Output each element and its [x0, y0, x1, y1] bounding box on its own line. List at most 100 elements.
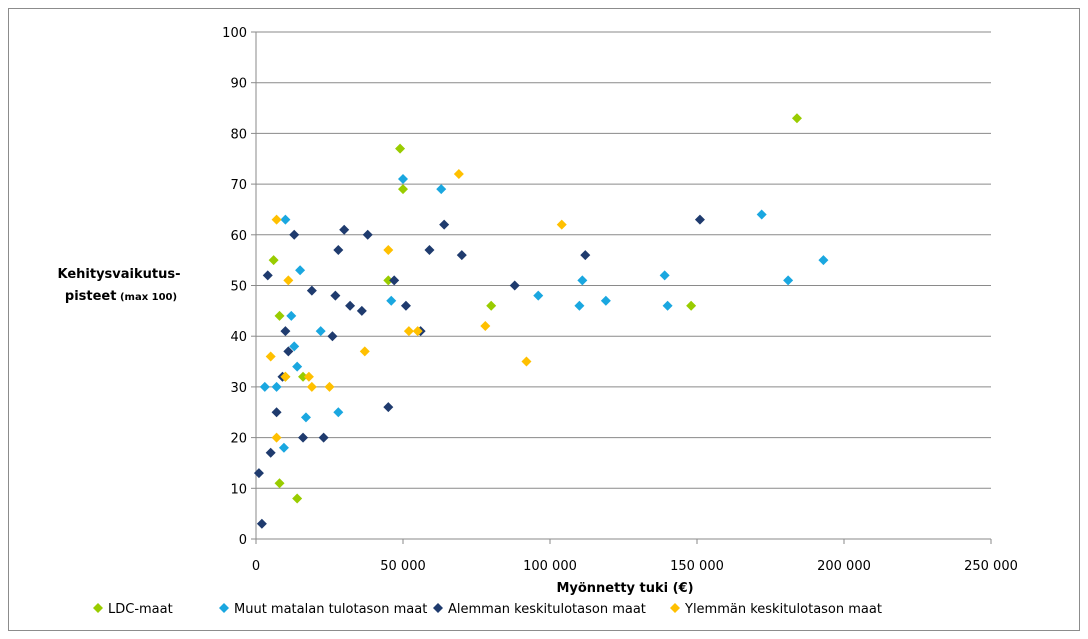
x-tick-label: 0: [252, 559, 260, 574]
data-point-series-3: [330, 290, 341, 301]
data-point-series-2: [662, 300, 673, 311]
legend-marker-series-3: [433, 603, 443, 613]
legend-label-series-3: Alemman keskitulotason maat: [448, 602, 646, 617]
data-point-series-4: [324, 381, 335, 392]
data-point-series-4: [306, 381, 317, 392]
y-tick-label: 60: [230, 229, 247, 244]
data-point-series-1: [383, 275, 394, 286]
data-point-series-4: [383, 245, 394, 256]
data-point-series-4: [403, 326, 414, 337]
data-point-series-2: [259, 381, 270, 392]
data-point-series-3: [283, 346, 294, 357]
data-point-series-4: [303, 371, 314, 382]
data-point-series-2: [398, 174, 408, 185]
x-tick-label: 50 000: [380, 559, 426, 574]
data-point-series-1: [268, 255, 279, 266]
data-point-series-4: [453, 168, 464, 179]
data-point-series-2: [289, 341, 300, 352]
data-point-series-2: [533, 290, 544, 301]
data-point-series-1: [486, 300, 497, 311]
tick-labels: 0 10 20 30 40 50 60 70 80 90 100 0 50 000 100 000 150 …: [222, 26, 1018, 574]
data-point-series-1: [395, 143, 406, 154]
data-point-series-3: [306, 285, 317, 296]
y-tick-label: 90: [230, 77, 247, 92]
data-point-series-2: [756, 209, 767, 220]
data-point-series-3: [298, 432, 309, 443]
y-tick-label: 0: [239, 533, 247, 548]
data-point-series-1: [274, 478, 285, 489]
y-axis-title-main: pisteet: [65, 289, 117, 304]
data-point-series-2: [292, 361, 303, 372]
data-point-series-3: [256, 518, 267, 529]
data-point-series-3: [327, 331, 338, 342]
x-tick-label: 250 000: [964, 559, 1018, 574]
data-point-series-2: [333, 407, 344, 418]
data-point-series-3: [271, 407, 282, 418]
data-point-series-4: [280, 371, 291, 382]
legend-marker-series-1: [93, 603, 103, 613]
data-point-series-2: [271, 381, 282, 392]
data-point-series-4: [265, 351, 276, 362]
data-point-series-3: [289, 229, 300, 240]
x-tick-label: 150 000: [670, 559, 724, 574]
data-point-series-4: [412, 326, 423, 337]
data-point-series-2: [574, 300, 585, 311]
data-point-series-3: [383, 402, 394, 413]
y-tick-label: 70: [230, 178, 247, 193]
data-point-series-2: [577, 275, 588, 286]
y-tick-label: 30: [230, 381, 247, 396]
data-point-series-3: [253, 468, 264, 479]
legend-label-series-4: Ylemmän keskitulotason maat: [684, 602, 882, 617]
data-point-series-2: [783, 275, 794, 286]
data-point-series-1: [686, 300, 697, 311]
chart-frame: [8, 8, 1080, 631]
data-point-series-4: [271, 432, 282, 443]
data-point-series-3: [509, 280, 520, 291]
legend-marker-series-4: [670, 603, 680, 613]
x-tick-label: 100 000: [523, 559, 577, 574]
data-point-series-3: [333, 245, 344, 256]
data-point-series-2: [280, 214, 291, 225]
data-point-series-3: [280, 326, 291, 337]
data-point-series-3: [262, 270, 273, 281]
data-point-series-4: [283, 275, 294, 286]
data-point-series-3: [265, 447, 276, 458]
data-point-series-2: [300, 412, 311, 423]
data-points: [253, 113, 829, 529]
data-point-series-2: [386, 295, 397, 306]
gridlines: [256, 31, 991, 489]
legend-marker-series-2: [219, 603, 229, 613]
axes: [251, 31, 992, 544]
x-axis-title: Myönnetty tuki (€): [556, 581, 693, 596]
data-point-series-3: [456, 250, 467, 261]
data-point-series-3: [424, 245, 435, 256]
data-point-series-3: [318, 432, 329, 443]
data-point-series-2: [818, 255, 829, 266]
y-tick-label: 20: [230, 432, 247, 447]
data-point-series-2: [436, 184, 447, 195]
y-axis-title-small: (max 100): [116, 292, 177, 303]
data-point-series-1: [292, 493, 303, 504]
y-tick-label: 80: [230, 127, 247, 142]
data-point-series-3: [339, 224, 350, 235]
data-point-series-4: [556, 219, 567, 230]
y-tick-label: 100: [222, 26, 247, 41]
data-point-series-1: [791, 113, 802, 124]
data-point-series-2: [315, 326, 326, 337]
data-point-series-4: [359, 346, 370, 357]
data-point-series-3: [694, 214, 705, 225]
data-point-series-3: [389, 275, 400, 286]
data-point-series-4: [480, 321, 491, 332]
legend-label-series-1: LDC-maat: [108, 602, 173, 617]
legend-label-series-2: Muut matalan tulotason maat: [234, 602, 427, 617]
data-point-series-3: [356, 305, 367, 316]
x-tick-label: 200 000: [817, 559, 871, 574]
data-point-series-1: [274, 310, 285, 321]
data-point-series-1: [398, 184, 408, 195]
y-axis-title-line1: Kehitysvaikutus-: [57, 267, 180, 282]
data-point-series-2: [278, 442, 289, 453]
data-point-series-3: [362, 229, 373, 240]
data-point-series-4: [271, 214, 282, 225]
data-point-series-3: [400, 300, 411, 311]
